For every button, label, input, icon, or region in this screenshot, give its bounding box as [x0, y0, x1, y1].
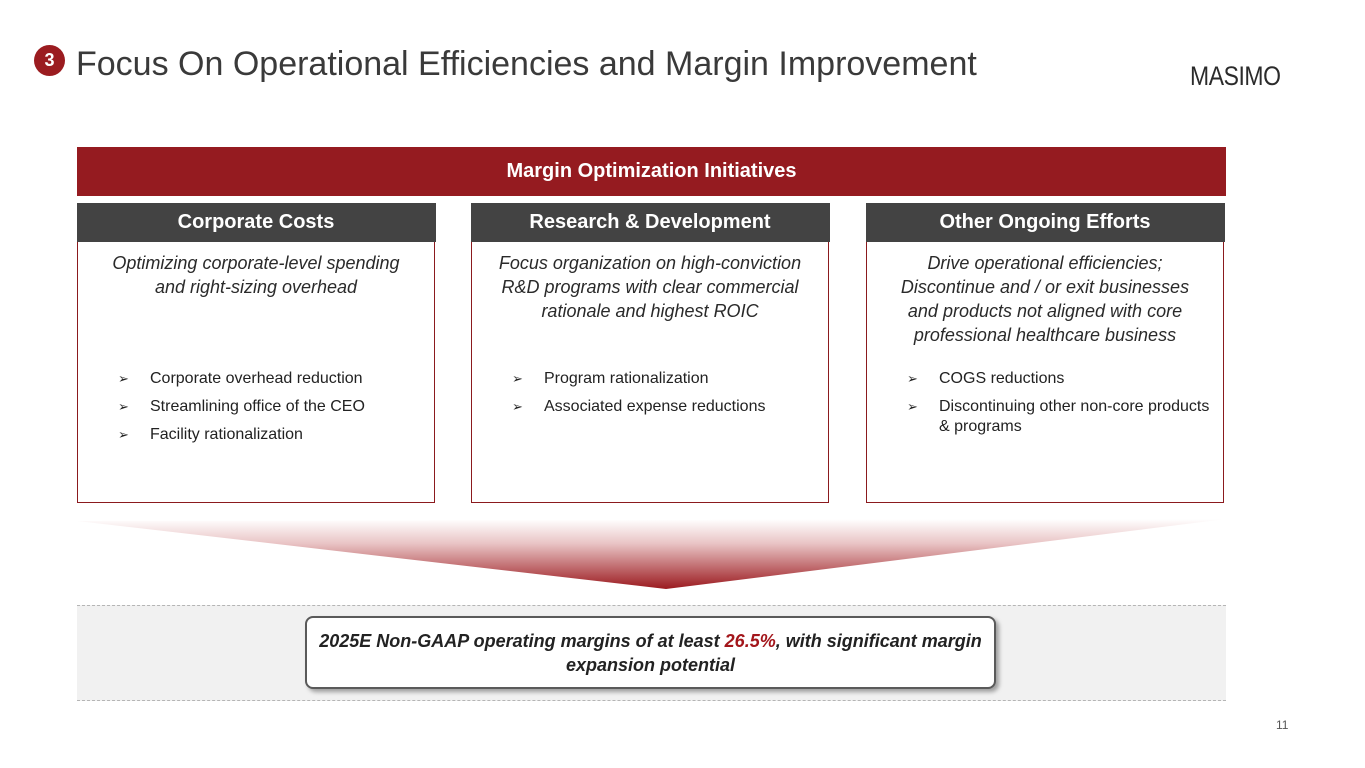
bullet-text: Facility rationalization [150, 426, 303, 443]
margin-outcome-callout: 2025E Non-GAAP operating margins of at l… [305, 616, 996, 689]
bullet-text: Program rationalization [544, 370, 709, 387]
arrow-bullet-icon: ➢ [118, 399, 129, 414]
callout-text-before: 2025E Non-GAAP operating margins of at l… [319, 630, 725, 651]
arrow-bullet-icon: ➢ [118, 427, 129, 442]
funnel-graphic [77, 519, 1226, 589]
initiatives-banner: Margin Optimization Initiatives [77, 147, 1226, 196]
list-item: ➢ Streamlining office of the CEO [118, 397, 434, 417]
card-heading: Other Ongoing Efforts [865, 203, 1225, 242]
card-subtitle: Optimizing corporate-level spending and … [112, 253, 400, 297]
bullet-text: Streamlining office of the CEO [150, 398, 365, 415]
bullet-text: Associated expense reductions [544, 398, 766, 415]
bullet-text: Discontinuing other non-core products & … [939, 398, 1210, 435]
banner-label: Margin Optimization Initiatives [506, 160, 797, 182]
card-subtitle: Drive operational efficiencies; Disconti… [900, 253, 1190, 345]
bullet-list: ➢ COGS reductions ➢ Discontinuing other no… [867, 369, 1223, 437]
callout-text: 2025E Non-GAAP operating margins of at l… [317, 629, 984, 677]
bullet-list: ➢ Program rationalization ➢ Associated exp… [472, 369, 828, 417]
masimo-logo: MASIMO [1186, 56, 1296, 96]
arrow-bullet-icon: ➢ [512, 371, 523, 386]
research-development-card: Research & Development Focus organizatio… [470, 203, 830, 503]
card-heading: Research & Development [470, 203, 830, 242]
logo-wordmark: MASIMO [1190, 60, 1281, 91]
arrow-bullet-icon: ➢ [118, 371, 129, 386]
page-number: 11 [1276, 718, 1289, 732]
list-item: ➢ COGS reductions [907, 369, 1223, 389]
arrow-bullet-icon: ➢ [907, 371, 918, 386]
card-heading: Corporate Costs [76, 203, 436, 242]
list-item: ➢ Program rationalization [512, 369, 828, 389]
bullet-text: COGS reductions [939, 370, 1065, 387]
list-item: ➢ Corporate overhead reduction [118, 369, 434, 389]
bullet-list: ➢ Corporate overhead reduction ➢ Streamlin… [78, 369, 434, 445]
list-item: ➢ Facility rationalization [118, 425, 434, 445]
arrow-bullet-icon: ➢ [512, 399, 523, 414]
callout-text-after: , with significant margin expansion pote… [565, 630, 982, 675]
callout-highlight: 26.5% [724, 630, 776, 651]
list-item: ➢ Discontinuing other non-core products &… [907, 397, 1223, 437]
list-item: ➢ Associated expense reductions [512, 397, 828, 417]
corporate-costs-card: Corporate Costs Optimizing corporate-lev… [76, 203, 436, 503]
card-subtitle: Focus organization on high-conviction R&… [498, 253, 802, 321]
arrow-bullet-icon: ➢ [907, 399, 918, 414]
page-title: Focus On Operational Efficiencies and Ma… [76, 45, 977, 83]
bullet-text: Corporate overhead reduction [150, 370, 363, 387]
other-efforts-card: Other Ongoing Efforts Drive operational … [865, 203, 1225, 503]
section-number-badge: 3 [34, 45, 65, 76]
